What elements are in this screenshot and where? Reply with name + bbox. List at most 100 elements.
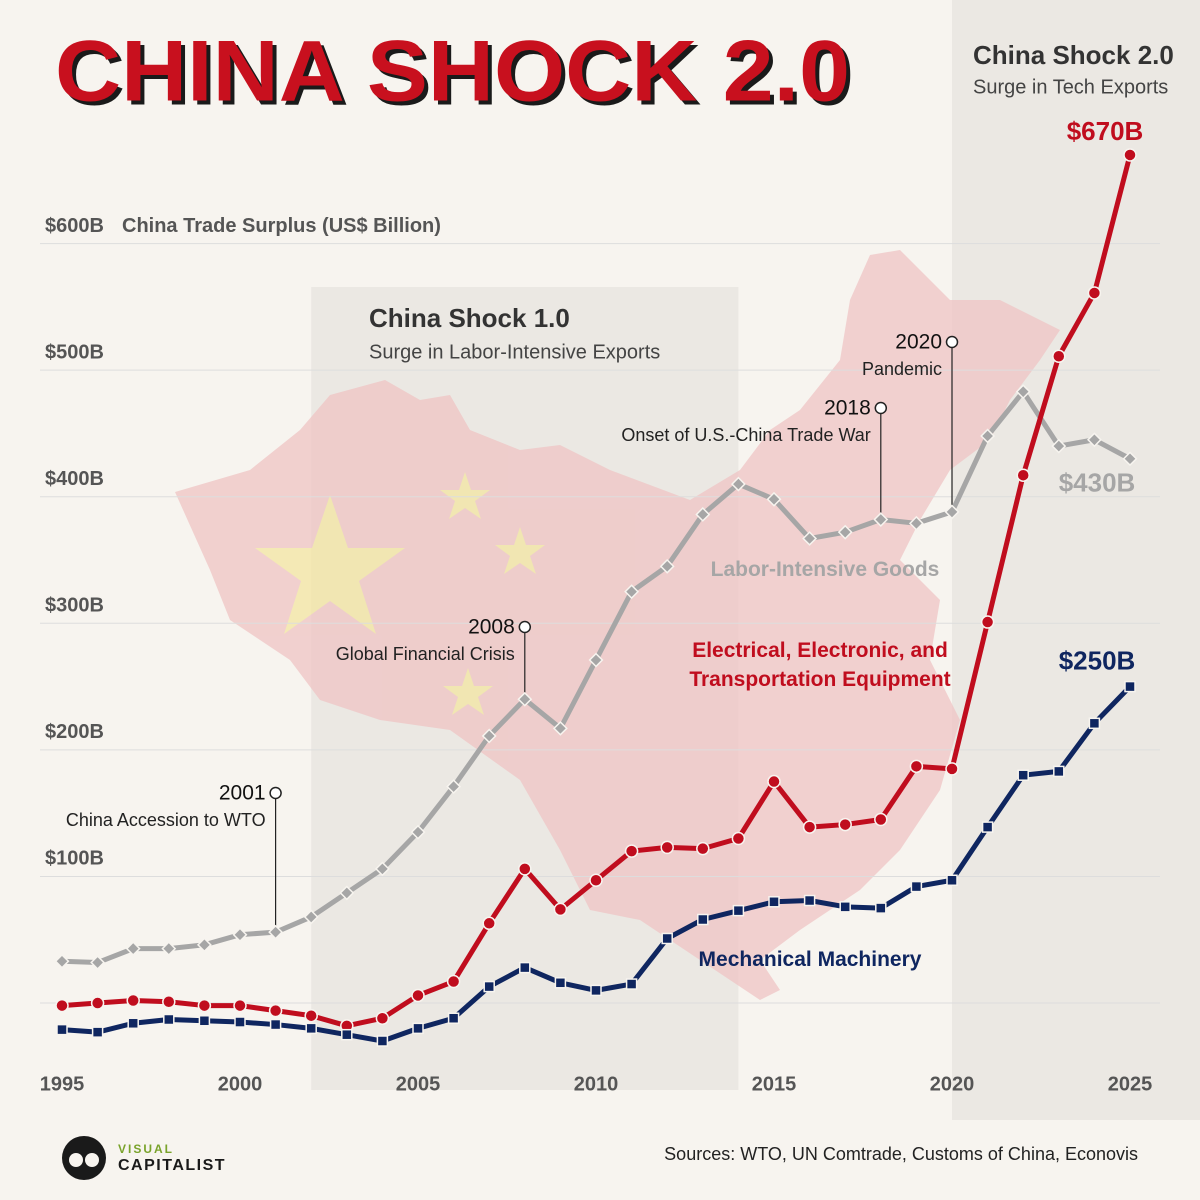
y-tick-label: $500B (45, 341, 104, 363)
brand-logo: VISUAL CAPITALIST (62, 1136, 226, 1180)
data-point (374, 861, 390, 877)
data-point (553, 902, 568, 917)
data-point (875, 902, 887, 914)
data-point (589, 873, 603, 888)
data-point (196, 937, 212, 953)
data-point (980, 615, 995, 629)
data-point (56, 1023, 68, 1036)
brand-line2: CAPITALIST (118, 1157, 226, 1174)
data-point (909, 759, 924, 774)
data-point (590, 984, 602, 997)
data-point (945, 762, 959, 776)
data-point (1124, 680, 1136, 693)
data-point (1015, 384, 1031, 400)
logo-icon (69, 1153, 83, 1167)
data-point (981, 821, 994, 833)
data-point (412, 1022, 424, 1035)
annotation-year: 2001 (219, 782, 266, 805)
data-point (908, 515, 924, 531)
annotation-dot (874, 401, 888, 415)
y-tick-label: $300B (45, 595, 104, 617)
region-title: China Shock 2.0 (973, 40, 1174, 70)
data-point (410, 824, 426, 840)
source: Sources: WTO, UN Comtrade, Customs of Ch… (664, 1144, 1138, 1164)
data-point (766, 491, 782, 507)
y-axis-label: China Trade Surplus (US$ Billion) (122, 215, 441, 237)
data-point (1052, 349, 1066, 363)
data-point (233, 998, 247, 1013)
y-tick-label: $600B (45, 215, 104, 237)
annotation-dot (518, 620, 532, 634)
data-point (731, 831, 746, 846)
data-point (339, 885, 355, 901)
x-tick-label: 2010 (574, 1073, 619, 1095)
data-point (411, 988, 425, 1003)
region-title: China Shock 1.0 (369, 303, 570, 333)
annotation-label: Pandemic (862, 359, 942, 379)
data-point (125, 941, 141, 957)
data-point (234, 1016, 246, 1028)
data-point (1051, 438, 1067, 454)
data-point (55, 998, 69, 1013)
value-label: $250B (1059, 645, 1136, 675)
series-label: Electrical, Electronic, and Transportati… (689, 639, 951, 691)
data-point (802, 531, 818, 546)
data-point (624, 584, 640, 600)
data-point (552, 720, 568, 736)
china-map (175, 250, 1060, 1000)
data-point (519, 961, 531, 974)
data-point (90, 955, 106, 970)
data-point (944, 504, 960, 520)
annotation-dot (945, 335, 959, 349)
x-tick-label: 2005 (396, 1073, 441, 1095)
annotation-year: 2008 (468, 616, 515, 639)
data-point (1086, 432, 1102, 448)
data-point (303, 909, 319, 925)
data-point (197, 998, 212, 1013)
data-point (873, 512, 889, 527)
data-point (659, 558, 675, 574)
region-subtitle: Surge in Tech Exports (973, 76, 1168, 98)
data-point (838, 817, 852, 832)
data-point (483, 980, 495, 993)
data-point (91, 1026, 104, 1038)
data-point (376, 1035, 389, 1047)
data-point (127, 1017, 139, 1030)
value-label: $670B (1067, 116, 1144, 146)
shaded-region (952, 0, 1200, 1120)
data-point (304, 1008, 318, 1023)
chart-title-shadow: CHINA SHOCK 2.0 (59, 28, 854, 124)
data-point (198, 1015, 211, 1027)
annotation-year: 2020 (895, 331, 942, 354)
y-tick-label: $400B (45, 468, 104, 490)
data-point (980, 428, 996, 444)
annotation-dot (269, 786, 282, 800)
flag-star (443, 668, 493, 715)
data-point (910, 880, 923, 893)
data-point (837, 524, 853, 540)
data-point (54, 953, 70, 969)
data-point (341, 1028, 353, 1041)
flag-star (495, 527, 545, 574)
data-point (481, 728, 497, 744)
y-tick-label: $100B (45, 848, 104, 870)
value-label: $430B (1059, 468, 1136, 498)
data-point (624, 844, 639, 858)
data-point (268, 924, 284, 940)
data-point (161, 941, 177, 957)
data-point (588, 652, 604, 668)
flag-star (440, 472, 490, 519)
data-point (803, 894, 816, 907)
data-point (517, 691, 533, 707)
data-point (768, 896, 780, 908)
data-point (625, 978, 638, 990)
data-point (1087, 286, 1102, 300)
data-point (375, 1011, 390, 1025)
logo-icon (85, 1153, 99, 1167)
data-point (1088, 717, 1101, 730)
annotation-label: Global Financial Crisis (336, 644, 515, 664)
flag-star (255, 495, 405, 634)
data-point (732, 904, 745, 917)
